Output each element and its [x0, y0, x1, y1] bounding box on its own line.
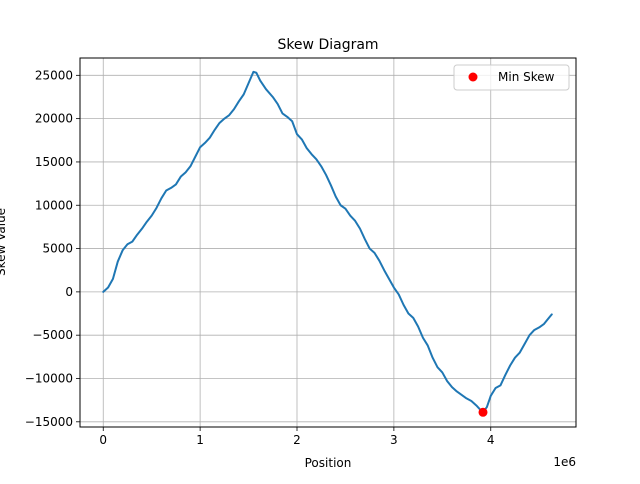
chart-title: Skew Diagram	[277, 37, 378, 53]
x-axis-offset-label: 1e6	[553, 455, 576, 469]
x-axis-label: Position	[305, 456, 352, 470]
y-tick-label: −5000	[32, 328, 73, 342]
y-tick-label: 5000	[42, 242, 73, 256]
min-skew-point	[478, 407, 488, 417]
legend-label-min-skew: Min Skew	[498, 70, 555, 84]
y-tick-label: 15000	[35, 155, 73, 169]
x-tick-label: 3	[390, 433, 398, 447]
y-tick-label: −15000	[25, 415, 73, 429]
legend-marker-min-skew	[468, 72, 478, 82]
y-tick-label: 25000	[35, 68, 73, 82]
y-tick-label: −10000	[25, 371, 73, 385]
legend: Min Skew	[453, 64, 570, 91]
y-axis-label: Skew Value	[0, 208, 8, 276]
x-tick-label: 0	[99, 433, 107, 447]
y-tick-label: 10000	[35, 198, 73, 212]
legend-box	[453, 64, 570, 91]
x-tick-label: 4	[487, 433, 495, 447]
grid-layer	[80, 58, 576, 427]
x-tick-label: 1	[196, 433, 204, 447]
plot-layer	[102, 70, 553, 417]
axes-frame	[79, 57, 577, 428]
y-tick-label: 0	[65, 285, 73, 299]
tick-layer: 0 1 2 3 4 −15000 −10000 −5000 0 5000 10000 15000 200…	[25, 68, 495, 447]
x-tick-label: 2	[293, 433, 301, 447]
y-tick-label: 20000	[35, 112, 73, 126]
